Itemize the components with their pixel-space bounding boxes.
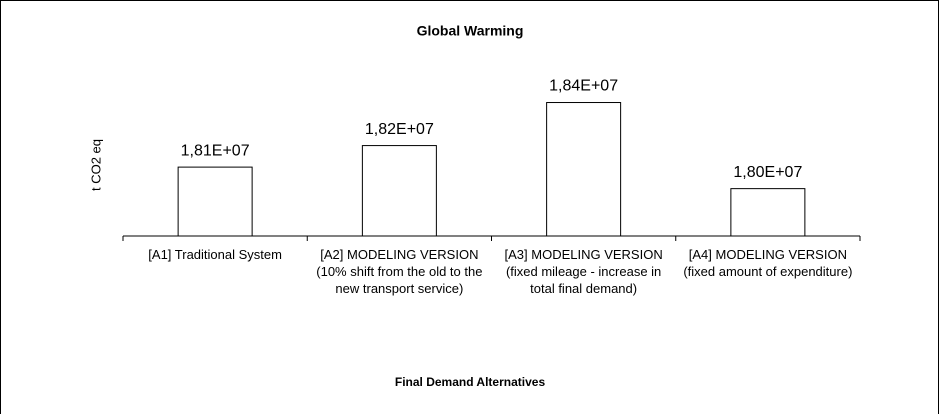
x-axis-label: Final Demand Alternatives [395, 375, 546, 389]
chart-title: Global Warming [417, 23, 524, 39]
x-tick-label: [A3] MODELING VERSION (fixed mileage - i… [504, 247, 663, 296]
bar [546, 102, 622, 237]
value-label: 1,84E+07 [549, 78, 618, 95]
x-tick-label: [A4] MODELING VERSION (fixed amount of e… [683, 247, 853, 279]
bar [361, 145, 437, 237]
x-tick-label: [A2] MODELING VERSION (10% shift from th… [316, 247, 483, 296]
bar [177, 166, 253, 237]
y-axis-label: t CO2 eq [88, 139, 103, 191]
x-tick-label: [A1] Traditional System [148, 247, 282, 262]
bar [730, 188, 806, 237]
value-label: 1,81E+07 [181, 142, 250, 159]
value-label: 1,82E+07 [365, 121, 434, 138]
value-label: 1,80E+07 [733, 164, 802, 181]
